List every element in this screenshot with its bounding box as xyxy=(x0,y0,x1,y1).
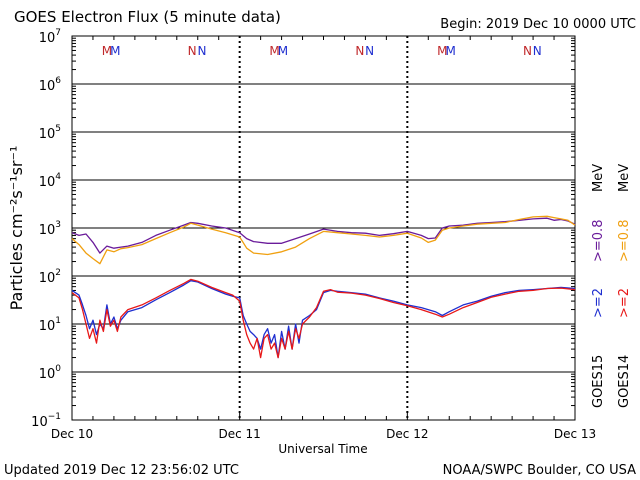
x-tick-label: Dec 11 xyxy=(219,427,261,441)
y-tick-label: 106 xyxy=(39,76,62,94)
series-lines xyxy=(71,215,576,359)
y-tick-label: 102 xyxy=(39,268,61,286)
y-tick-label: 105 xyxy=(39,124,61,142)
y-tick-labels: 107 106 105 104 103 102 101 100 10−1 xyxy=(31,28,61,430)
top-marker: M xyxy=(445,44,455,58)
x-tick-label: Dec 13 xyxy=(554,427,596,441)
x-tick-labels: Dec 10 Dec 11 Dec 12 Dec 13 xyxy=(51,36,596,441)
top-marker: M xyxy=(102,44,112,58)
y-tick-label: 100 xyxy=(39,364,62,382)
begin-text: Begin: 2019 Dec 10 0000 UTC xyxy=(440,17,636,32)
y-tick-label: 10−1 xyxy=(31,412,61,430)
y-tick-label: 103 xyxy=(39,220,61,238)
mev-label-1: MeV xyxy=(591,164,606,192)
y-axis-label: Particles cm⁻²s⁻¹sr⁻¹ xyxy=(7,146,26,311)
top-marker: M xyxy=(269,44,279,58)
series-line xyxy=(71,217,576,254)
mev-label-2: MeV xyxy=(617,164,632,192)
top-markers: MM N N MM N N MM N N xyxy=(102,44,542,58)
top-marker: N xyxy=(188,44,197,58)
top-marker: N xyxy=(523,44,532,58)
x-tick-label: Dec 10 xyxy=(51,427,93,441)
goes15-2mev-label: >=2 xyxy=(591,288,606,318)
top-marker: M xyxy=(278,44,288,58)
series-line xyxy=(71,215,576,265)
y-tick-label: 107 xyxy=(39,28,61,46)
top-marker: N xyxy=(533,44,542,58)
top-marker: N xyxy=(365,44,374,58)
y-tick-label: 101 xyxy=(39,316,61,334)
top-marker: N xyxy=(197,44,206,58)
top-marker: M xyxy=(110,44,120,58)
chart-title: GOES Electron Flux (5 minute data) xyxy=(14,8,281,26)
top-marker: M xyxy=(437,44,447,58)
grid-lines xyxy=(72,35,575,421)
goes14-label: GOES14 xyxy=(617,355,632,408)
goes14-08mev-label: >=0.8 xyxy=(617,220,632,262)
updated-text: Updated 2019 Dec 12 23:56:02 UTC xyxy=(4,463,239,478)
x-tick-label: Dec 12 xyxy=(386,427,428,441)
goes15-label: GOES15 xyxy=(591,355,606,408)
goes15-08mev-label: >=0.8 xyxy=(591,220,606,262)
goes14-2mev-label: >=2 xyxy=(617,288,632,318)
series-line xyxy=(71,278,576,359)
y-tick-label: 104 xyxy=(39,172,62,190)
series-line xyxy=(71,280,576,359)
x-axis-label: Universal Time xyxy=(278,442,367,456)
top-marker: N xyxy=(355,44,364,58)
right-legend: GOES15 GOES14 >=2 >=2 >=0.8 >=0.8 MeV Me… xyxy=(591,164,632,408)
credit-text: NOAA/SWPC Boulder, CO USA xyxy=(443,463,636,478)
